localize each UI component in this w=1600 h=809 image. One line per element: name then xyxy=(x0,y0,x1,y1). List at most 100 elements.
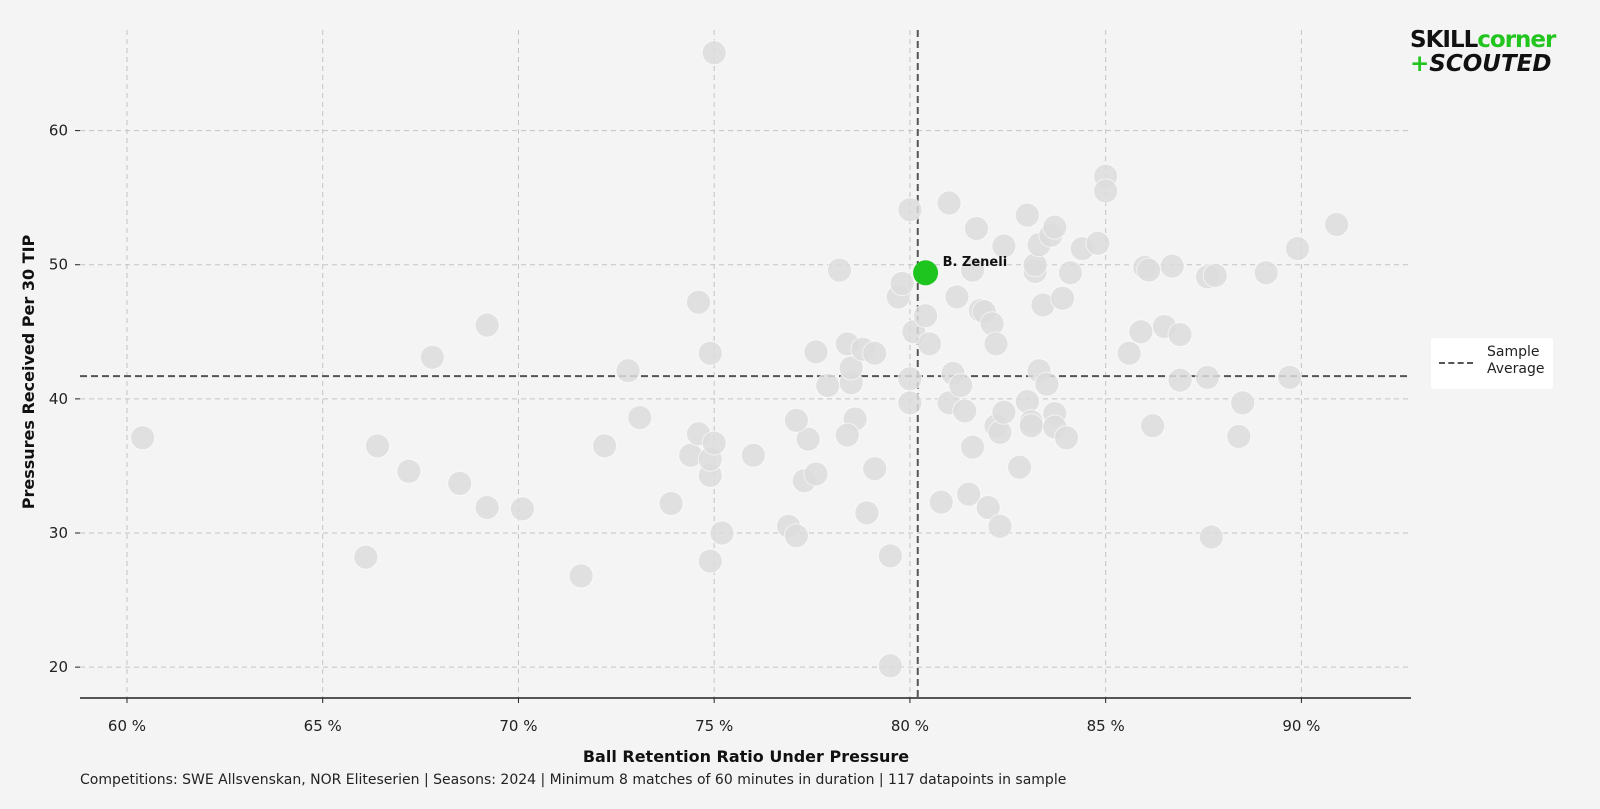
x-tick-label: 90 % xyxy=(1282,717,1320,735)
data-point xyxy=(889,271,915,297)
highlight-point xyxy=(913,260,939,286)
logo-scouted: SCOUTED xyxy=(1429,51,1552,77)
data-point xyxy=(615,358,641,384)
data-point xyxy=(740,442,766,468)
data-point xyxy=(1226,423,1252,449)
data-point xyxy=(1050,285,1076,311)
data-point xyxy=(592,433,618,459)
data-point xyxy=(568,563,594,589)
data-point xyxy=(1167,321,1193,347)
data-point xyxy=(991,233,1017,259)
data-point xyxy=(419,344,445,370)
x-tick-label: 65 % xyxy=(304,717,342,735)
data-point xyxy=(956,481,982,507)
data-point xyxy=(897,197,923,223)
x-tick-label: 75 % xyxy=(695,717,733,735)
data-point xyxy=(1324,211,1350,237)
data-point xyxy=(987,513,1013,539)
data-point xyxy=(1054,425,1080,451)
data-point xyxy=(1277,364,1303,390)
data-point xyxy=(897,366,923,392)
x-tick-label: 70 % xyxy=(499,717,537,735)
data-point xyxy=(1128,319,1154,345)
data-point xyxy=(1007,454,1033,480)
data-point xyxy=(701,40,727,66)
data-point xyxy=(983,331,1009,357)
data-point xyxy=(862,456,888,482)
data-point xyxy=(948,372,974,398)
x-tick-label: 85 % xyxy=(1087,717,1125,735)
chart-caption: Competitions: SWE Allsvenskan, NOR Elite… xyxy=(80,772,1067,788)
logo-line2: +SCOUTED xyxy=(1410,52,1570,76)
y-tick-label: 20 xyxy=(49,658,68,676)
data-point xyxy=(795,426,821,452)
data-point xyxy=(963,216,989,242)
highlight-label: B. Zeneli xyxy=(943,255,1008,270)
y-tick-label: 50 xyxy=(49,256,68,274)
data-point xyxy=(701,430,727,456)
data-point xyxy=(1018,413,1044,439)
data-point xyxy=(658,491,684,517)
axes: 60 % 65 % 70 % 75 % 80 % 85 % 90 % 20 30 40 50 60 xyxy=(49,122,1411,735)
data-point xyxy=(936,190,962,216)
data-points xyxy=(130,40,1350,679)
data-point xyxy=(991,399,1017,425)
data-point xyxy=(803,461,829,487)
x-tick-label: 80 % xyxy=(891,717,929,735)
data-point xyxy=(1136,257,1162,283)
data-point xyxy=(897,390,923,416)
data-point xyxy=(686,289,712,315)
data-point xyxy=(960,434,986,460)
reference-lines xyxy=(80,30,1411,698)
grid-lines xyxy=(80,30,1411,698)
data-point xyxy=(975,495,1001,521)
data-point xyxy=(834,422,860,448)
data-point xyxy=(877,653,903,679)
data-point xyxy=(944,284,970,310)
y-axis-title: Pressures Received Per 30 TIP xyxy=(19,234,38,509)
data-point xyxy=(1230,390,1256,416)
data-point xyxy=(1194,364,1220,390)
data-point xyxy=(1167,367,1193,393)
data-point xyxy=(826,257,852,283)
skillcorner-scouted-logo: SKILLcorner +SCOUTED xyxy=(1410,28,1570,76)
logo-line1: SKILLcorner xyxy=(1410,28,1570,52)
data-point xyxy=(474,495,500,521)
data-point xyxy=(952,398,978,424)
x-tick-label: 60 % xyxy=(108,717,146,735)
data-point xyxy=(365,433,391,459)
data-point xyxy=(1140,413,1166,439)
data-point xyxy=(1014,202,1040,228)
legend: Sample Average xyxy=(1431,338,1553,389)
data-point xyxy=(838,355,864,381)
highlight-group: B. Zeneli xyxy=(913,255,1007,286)
data-point xyxy=(1159,253,1185,279)
data-point xyxy=(1253,260,1279,286)
data-point xyxy=(862,340,888,366)
data-point xyxy=(803,339,829,365)
data-point xyxy=(916,331,942,357)
data-point xyxy=(928,489,954,515)
data-point xyxy=(913,303,939,329)
data-point xyxy=(474,312,500,338)
data-point xyxy=(709,520,735,546)
data-point xyxy=(1198,524,1224,550)
data-point xyxy=(697,340,723,366)
logo-plus: + xyxy=(1410,51,1430,77)
data-point xyxy=(509,496,535,522)
data-point xyxy=(783,407,809,433)
y-tick-label: 40 xyxy=(49,390,68,408)
data-point xyxy=(1085,230,1111,256)
data-point xyxy=(815,372,841,398)
data-point xyxy=(783,523,809,549)
legend-label-line1: Sample xyxy=(1487,344,1540,360)
data-point xyxy=(1202,262,1228,288)
logo-corner: corner xyxy=(1477,27,1556,53)
data-point xyxy=(1116,340,1142,366)
data-point xyxy=(877,543,903,569)
logo-skill: SKILL xyxy=(1410,27,1478,53)
data-point xyxy=(1034,371,1060,397)
y-tick-label: 60 xyxy=(49,122,68,140)
data-point xyxy=(396,458,422,484)
